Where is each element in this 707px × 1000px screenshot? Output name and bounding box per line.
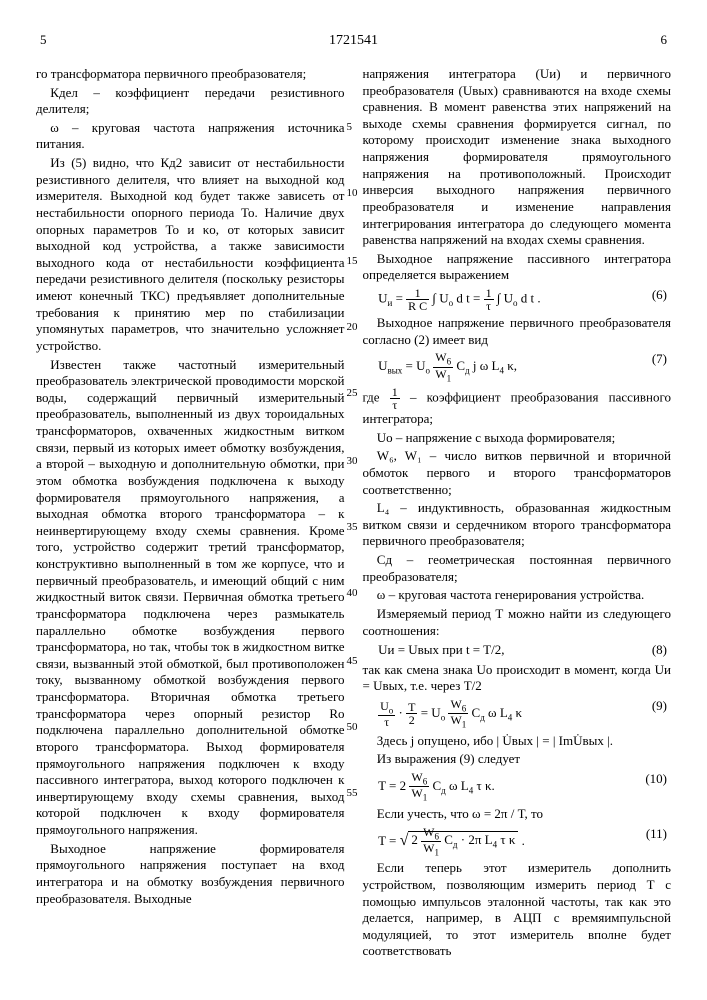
- para: так как смена знака Uо происходит в моме…: [363, 662, 672, 695]
- para: W₆, W₁ – число витков первичной и вторич…: [363, 448, 672, 498]
- line-number: 35: [347, 520, 358, 534]
- equation-11: T = √2 W6W1 Сд · 2π L4 τ κ . (11): [378, 826, 671, 858]
- para: ω – круговая частота генерирования устро…: [363, 587, 672, 604]
- para: Uо – напряжение с выхода формирователя;: [363, 430, 672, 447]
- line-number: 30: [347, 454, 358, 468]
- line-number: 20: [347, 320, 358, 334]
- para: го трансформатора первичного преобразова…: [36, 66, 345, 83]
- page-num-right: 6: [661, 32, 668, 50]
- line-number: 15: [347, 254, 358, 268]
- equation-9: Uоτ · T2 = Uо W6W1 Сд ω L4 κ (9): [378, 698, 671, 730]
- columns: го трансформатора первичного преобразова…: [36, 66, 671, 962]
- eq-num: (7): [652, 351, 667, 368]
- para: ω – круговая частота напряжения источник…: [36, 120, 345, 153]
- eq-num: (6): [652, 287, 667, 304]
- para: Из выражения (9) следует: [363, 751, 672, 768]
- para: Выходное напряжение пассивного интеграто…: [363, 251, 672, 284]
- doc-number: 1721541: [47, 32, 661, 50]
- equation-6: Uи = 1R C ∫ Uо d t = 1τ ∫ Uо d t . (6): [378, 287, 671, 312]
- line-number: 40: [347, 586, 358, 600]
- eq-num: (10): [645, 771, 667, 788]
- page-header: 5 1721541 6: [36, 32, 671, 50]
- para: Сд – геометрическая постоянная первичног…: [363, 552, 672, 585]
- line-number: 55: [347, 786, 358, 800]
- para: Выходное напряжение формирователя прямоу…: [36, 841, 345, 908]
- eq-num: (8): [652, 642, 667, 659]
- para: Здесь ј опущено, ибо | U̇вых | = | ImU̇в…: [363, 733, 672, 750]
- para: Если учесть, что ω = 2π / T, то: [363, 806, 672, 823]
- right-column: 5 10 15 20 25 30 35 40 45 50 55 напряжен…: [363, 66, 672, 962]
- para: Измеряемый период Т можно найти из следу…: [363, 606, 672, 639]
- para: где 1τ – коэффициент преобразования пасс…: [363, 386, 672, 428]
- left-column: го трансформатора первичного преобразова…: [36, 66, 345, 962]
- equation-8: Uи = Uвых при t = T/2, (8): [378, 642, 671, 659]
- para: напряжения интегратора (Uи) и первичного…: [363, 66, 672, 249]
- line-number: 45: [347, 654, 358, 668]
- eq-num: (11): [646, 826, 667, 843]
- para: Если теперь этот измеритель дополнить ус…: [363, 860, 672, 960]
- line-number: 25: [347, 386, 358, 400]
- eq-num: (9): [652, 698, 667, 715]
- line-number: 50: [347, 720, 358, 734]
- line-number: 5: [347, 120, 353, 134]
- para: L₄ – индуктивность, образованная жидкост…: [363, 500, 672, 550]
- para: Кдел – коэффициент передачи резистивного…: [36, 85, 345, 118]
- para: Из (5) видно, что Кд2 зависит от нестаби…: [36, 155, 345, 355]
- para: Известен также частотный измерительный п…: [36, 357, 345, 839]
- equation-7: Uвых = Uо W6W1 Сд ј ω L4 κ, (7): [378, 351, 671, 383]
- line-number: 10: [347, 186, 358, 200]
- para: Выходное напряжение первичного преобразо…: [363, 315, 672, 348]
- equation-10: T = 2 W6W1 Сд ω L4 τ κ. (10): [378, 771, 671, 803]
